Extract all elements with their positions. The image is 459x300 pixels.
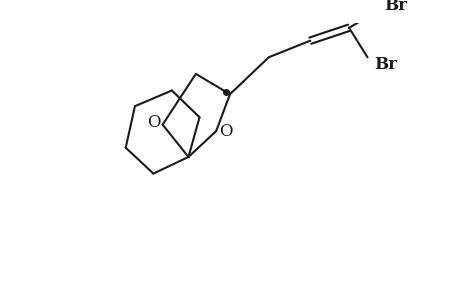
Text: Br: Br: [384, 0, 407, 14]
Text: Br: Br: [374, 56, 397, 73]
Text: O: O: [218, 123, 232, 140]
Text: O: O: [146, 114, 160, 131]
